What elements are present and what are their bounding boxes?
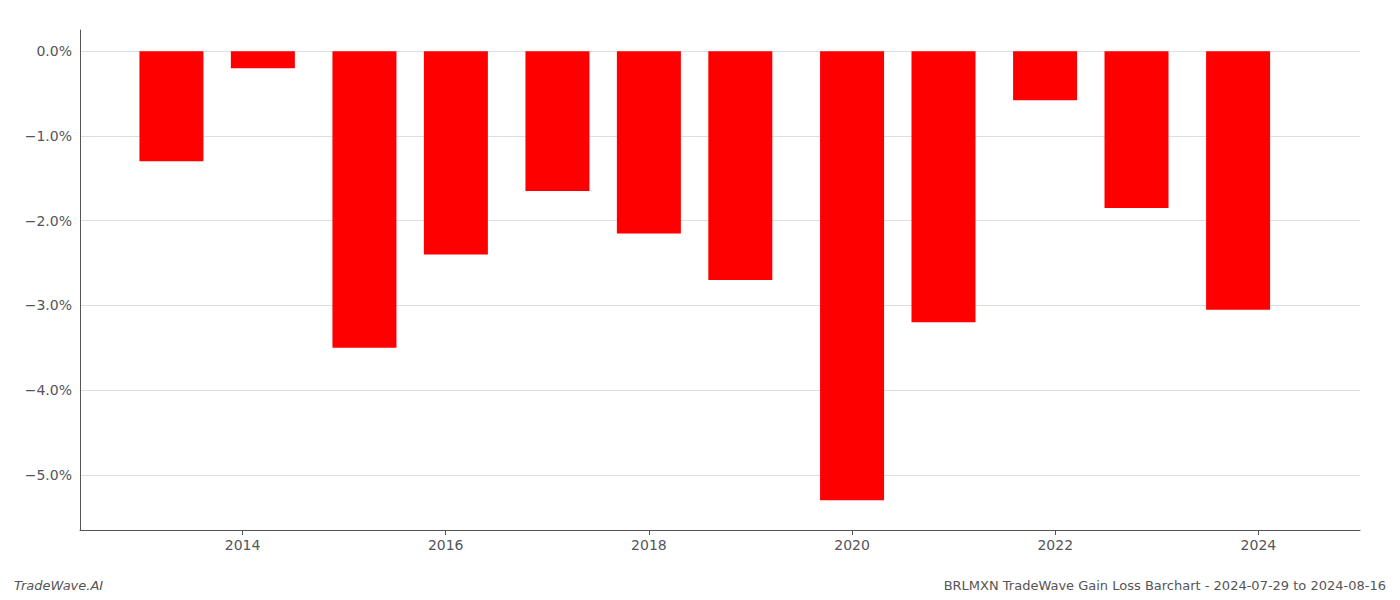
svg-text:−3.0%: −3.0% (25, 297, 72, 313)
svg-text:2024: 2024 (1241, 537, 1277, 553)
svg-text:2014: 2014 (225, 537, 261, 553)
svg-text:TradeWave.AI: TradeWave.AI (14, 578, 103, 593)
svg-text:2018: 2018 (631, 537, 667, 553)
svg-text:2016: 2016 (428, 537, 464, 553)
svg-text:−4.0%: −4.0% (25, 382, 72, 398)
svg-text:0.0%: 0.0% (36, 43, 72, 59)
svg-text:−1.0%: −1.0% (25, 128, 72, 144)
svg-text:BRLMXN TradeWave Gain Loss Bar: BRLMXN TradeWave Gain Loss Barchart - 20… (944, 578, 1386, 593)
svg-text:2022: 2022 (1037, 537, 1073, 553)
svg-text:−2.0%: −2.0% (25, 213, 72, 229)
svg-text:2020: 2020 (834, 537, 870, 553)
svg-text:−5.0%: −5.0% (25, 467, 72, 483)
